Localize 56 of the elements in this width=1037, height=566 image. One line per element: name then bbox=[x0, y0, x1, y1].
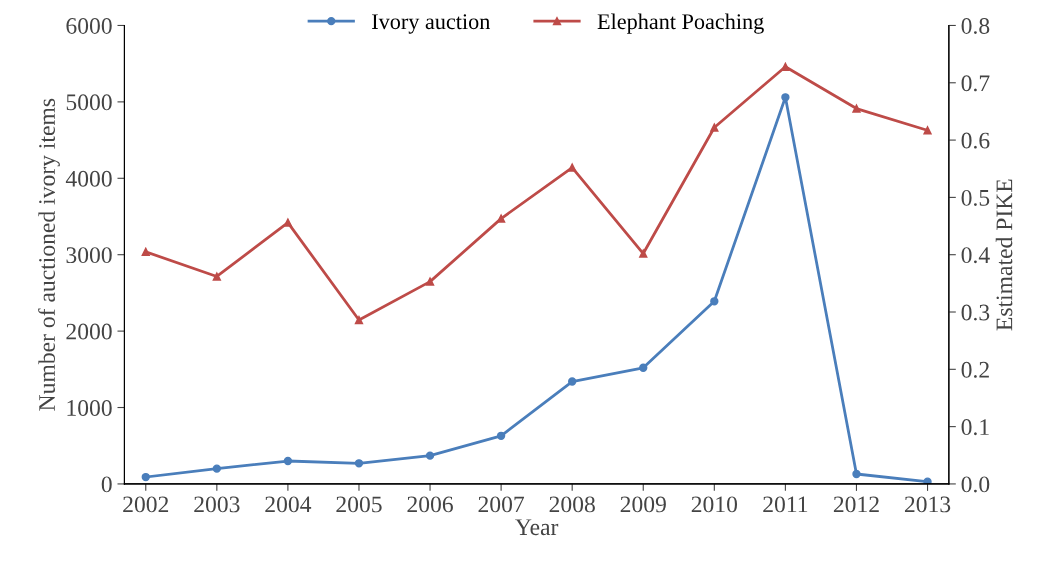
y2-tick-label: 0.1 bbox=[961, 419, 989, 436]
point bbox=[639, 249, 648, 258]
point bbox=[283, 456, 293, 466]
y2-axis-title: Estimated PIKE bbox=[995, 179, 1013, 331]
point bbox=[141, 247, 150, 257]
point bbox=[852, 104, 861, 113]
point bbox=[781, 62, 790, 71]
point bbox=[283, 218, 293, 227]
point bbox=[568, 377, 577, 386]
point bbox=[354, 315, 364, 325]
point bbox=[923, 477, 932, 484]
y2-tick-label: 0.3 bbox=[961, 304, 990, 321]
point bbox=[710, 297, 719, 306]
x-tick-label: 2004 bbox=[265, 496, 312, 513]
point bbox=[781, 93, 790, 102]
x-tick-label: 2005 bbox=[336, 496, 382, 513]
x-tick-label: 2012 bbox=[833, 496, 879, 513]
x-tick-label: 2002 bbox=[123, 496, 169, 513]
point bbox=[425, 277, 435, 286]
y2-tick-label: 0.5 bbox=[961, 189, 990, 206]
point bbox=[568, 163, 577, 172]
x-tick-label: 2010 bbox=[691, 496, 738, 513]
y2-tick-label: 0.4 bbox=[961, 247, 990, 264]
x-tick-label: 2003 bbox=[194, 496, 240, 513]
point bbox=[923, 126, 932, 135]
point bbox=[212, 464, 221, 473]
x-tick-label: 2009 bbox=[620, 496, 666, 513]
y-tick-label: 2000 bbox=[66, 323, 112, 340]
y2-tick-label: 0.8 bbox=[961, 17, 990, 34]
y-tick-label: 0 bbox=[101, 476, 112, 493]
x-tick-label: 2006 bbox=[407, 496, 453, 513]
y2-tick-label: 0.2 bbox=[961, 361, 989, 378]
y-tick-label: 6000 bbox=[66, 17, 112, 34]
x-tick-label: 2007 bbox=[478, 496, 525, 513]
x-tick-label: 2011 bbox=[763, 496, 808, 513]
y2-tick-label: 0.0 bbox=[961, 476, 990, 493]
point bbox=[354, 459, 364, 468]
y-tick-label: 4000 bbox=[65, 170, 112, 187]
y-tick-label: 3000 bbox=[66, 247, 112, 264]
legend-label: Ivory auction bbox=[372, 14, 491, 34]
point bbox=[639, 363, 648, 372]
point bbox=[852, 469, 861, 479]
y-tick-label: 5000 bbox=[66, 94, 112, 111]
point bbox=[496, 431, 506, 440]
point bbox=[212, 272, 221, 281]
x-tick-label: 2008 bbox=[549, 496, 595, 513]
legend-label: Elephant Poaching bbox=[597, 13, 764, 34]
x-tick-label: 2013 bbox=[904, 496, 951, 513]
point bbox=[710, 123, 719, 132]
y-tick-label: 1000 bbox=[67, 400, 112, 416]
point bbox=[425, 451, 435, 460]
y-axis-title: Number of auctioned ivory items bbox=[38, 98, 60, 411]
point bbox=[141, 472, 150, 482]
y2-tick-label: 0.7 bbox=[961, 75, 990, 92]
x-axis-title: Year bbox=[515, 519, 559, 536]
y2-tick-label: 0.6 bbox=[961, 132, 990, 149]
